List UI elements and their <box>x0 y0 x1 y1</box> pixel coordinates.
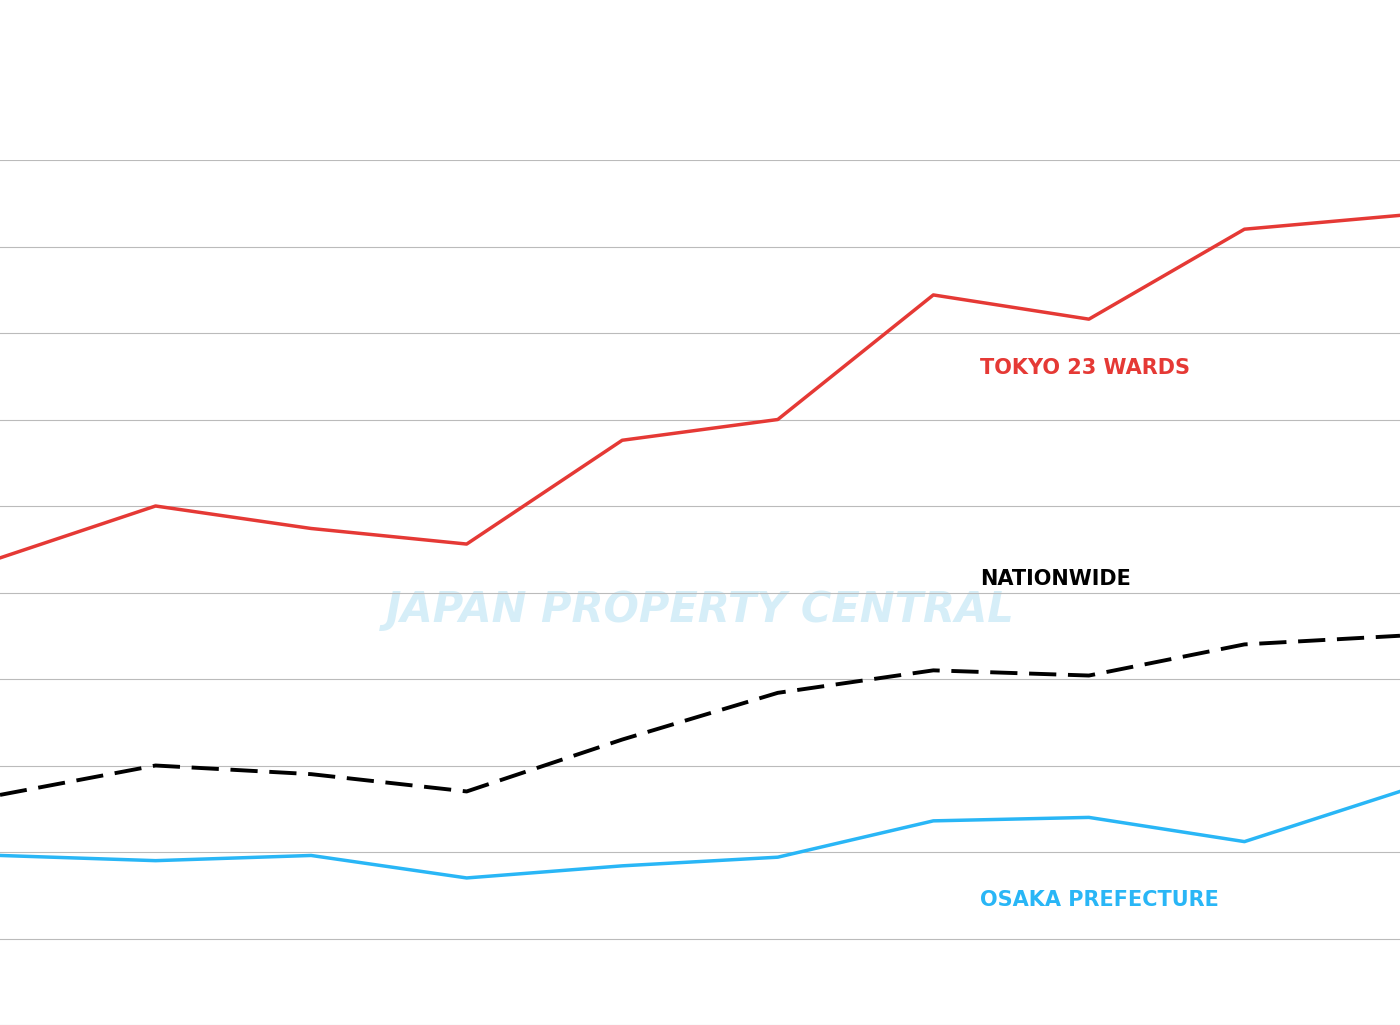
Text: OSAKA PREFECTURE: OSAKA PREFECTURE <box>980 891 1219 910</box>
Text: JAPAN PROPERTY CENTRAL: JAPAN PROPERTY CENTRAL <box>385 588 1015 630</box>
Text: NATIONWIDE: NATIONWIDE <box>980 569 1131 588</box>
Text: (2009 - 2018): (2009 - 2018) <box>25 99 237 127</box>
Text: TOKYO 23 WARDS: TOKYO 23 WARDS <box>980 358 1190 377</box>
Text: AVERAGE PRICE OF A BRAND NEW APARTMENT ACROSS JAPAN: AVERAGE PRICE OF A BRAND NEW APARTMENT A… <box>25 35 993 64</box>
